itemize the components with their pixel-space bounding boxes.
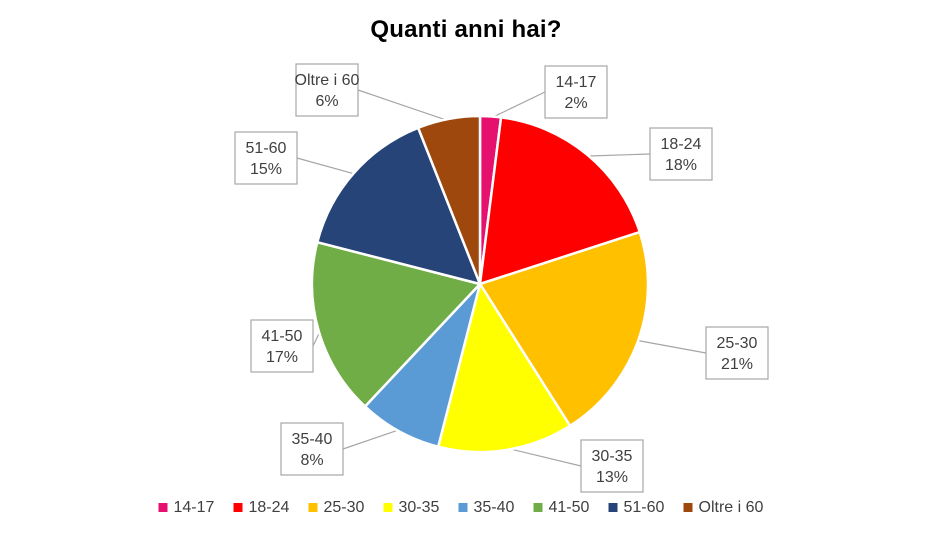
legend-label-25-30: 25-30 [324,499,365,516]
legend-label-35-40: 35-40 [474,499,515,516]
leader-line-14-17 [490,91,546,119]
pie-slice-oltre-i-60 [416,114,482,285]
leader-line-35-40 [342,428,401,450]
pie-slice-25-30 [478,230,650,428]
legend-label-41-50: 41-50 [549,499,590,516]
legend-label-51-60: 51-60 [624,499,665,516]
data-label-value: 17% [266,349,298,366]
data-label-category: 51-60 [246,140,287,157]
leader-lines [296,89,707,467]
data-label-box-30-35 [580,439,644,493]
chart-title: Quanti anni hai? [370,16,562,43]
data-label-value: 6% [315,93,338,110]
legend-label-oltre-i-60: Oltre i 60 [699,499,764,516]
data-label-value: 13% [596,469,628,486]
data-label-category: 14-17 [556,74,597,91]
legend-swatch-35-40 [458,503,468,512]
legend-swatch-30-35 [383,503,393,512]
data-label-box-35-40 [280,422,344,476]
legend-label-18-24: 18-24 [249,499,290,516]
pie-slice-51-60 [315,126,483,286]
leader-line-18-24 [585,153,651,157]
data-label-value: 15% [250,161,282,178]
leader-line-30-35 [505,447,582,467]
pie-slices [310,114,650,454]
data-label-category: 18-24 [661,136,702,153]
data-label-box-51-60 [234,131,298,185]
data-label-box-41-50 [250,319,314,373]
data-labels: 14-17 2% 18-24 18% 25-30 21% 30-35 13% 35-40 8% 41… [234,63,769,493]
legend-label-30-35: 30-35 [399,499,440,516]
leader-line-oltre-i-60 [357,89,450,122]
data-label-category: 41-50 [262,328,303,345]
legend-label-14-17: 14-17 [174,499,215,516]
data-label-category: 25-30 [717,335,758,352]
legend: 14-17 18-24 25-30 30-35 35-40 41-50 51-60 Oltre… [158,499,764,516]
pie-slice-30-35 [436,280,572,454]
pie-slice-18-24 [478,115,642,286]
legend-swatch-51-60 [608,503,618,512]
data-label-box-14-17 [544,65,608,119]
leader-line-51-60 [296,157,356,175]
legend-swatch-41-50 [533,503,543,512]
data-label-value: 2% [564,95,587,112]
legend-swatch-18-24 [233,503,243,512]
legend-swatch-oltre-i-60 [683,503,693,512]
legend-swatch-25-30 [308,503,318,512]
data-label-box-oltre-i-60 [295,63,359,117]
data-label-category: 35-40 [292,431,333,448]
data-label-box-25-30 [705,326,769,380]
data-label-category: Oltre i 60 [295,72,360,89]
data-label-value: 18% [665,157,697,174]
leader-line-25-30 [636,339,707,354]
data-label-value: 8% [300,452,323,469]
data-label-value: 21% [721,356,753,373]
pie-slice-41-50 [310,240,483,409]
data-label-category: 30-35 [592,448,633,465]
legend-swatch-14-17 [158,503,168,512]
data-label-box-18-24 [649,127,713,181]
